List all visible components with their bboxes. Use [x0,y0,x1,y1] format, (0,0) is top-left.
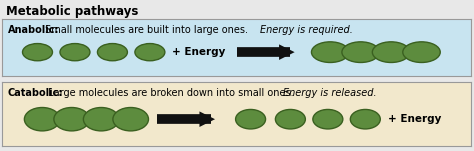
Text: Energy is released.: Energy is released. [283,88,377,98]
Text: Catabolic:: Catabolic: [8,88,64,98]
Ellipse shape [403,42,440,63]
Text: Metabolic pathways: Metabolic pathways [6,5,138,18]
Ellipse shape [350,109,380,129]
Ellipse shape [54,108,90,131]
Ellipse shape [313,109,343,129]
Ellipse shape [83,108,119,131]
Ellipse shape [24,108,60,131]
Text: + Energy: + Energy [173,47,226,57]
Ellipse shape [60,43,90,61]
Ellipse shape [373,42,410,63]
Ellipse shape [275,109,305,129]
Ellipse shape [311,42,349,63]
Text: Large molecules are broken down into small ones.: Large molecules are broken down into sma… [45,88,296,98]
Text: Anabolic:: Anabolic: [8,25,60,35]
Ellipse shape [113,108,148,131]
Text: + Energy: + Energy [388,114,441,124]
Ellipse shape [98,43,128,61]
Ellipse shape [236,109,265,129]
Ellipse shape [342,42,379,63]
Text: Small molecules are built into large ones.: Small molecules are built into large one… [42,25,251,35]
Ellipse shape [22,43,53,61]
Text: Energy is required.: Energy is required. [260,25,353,35]
Ellipse shape [135,43,165,61]
